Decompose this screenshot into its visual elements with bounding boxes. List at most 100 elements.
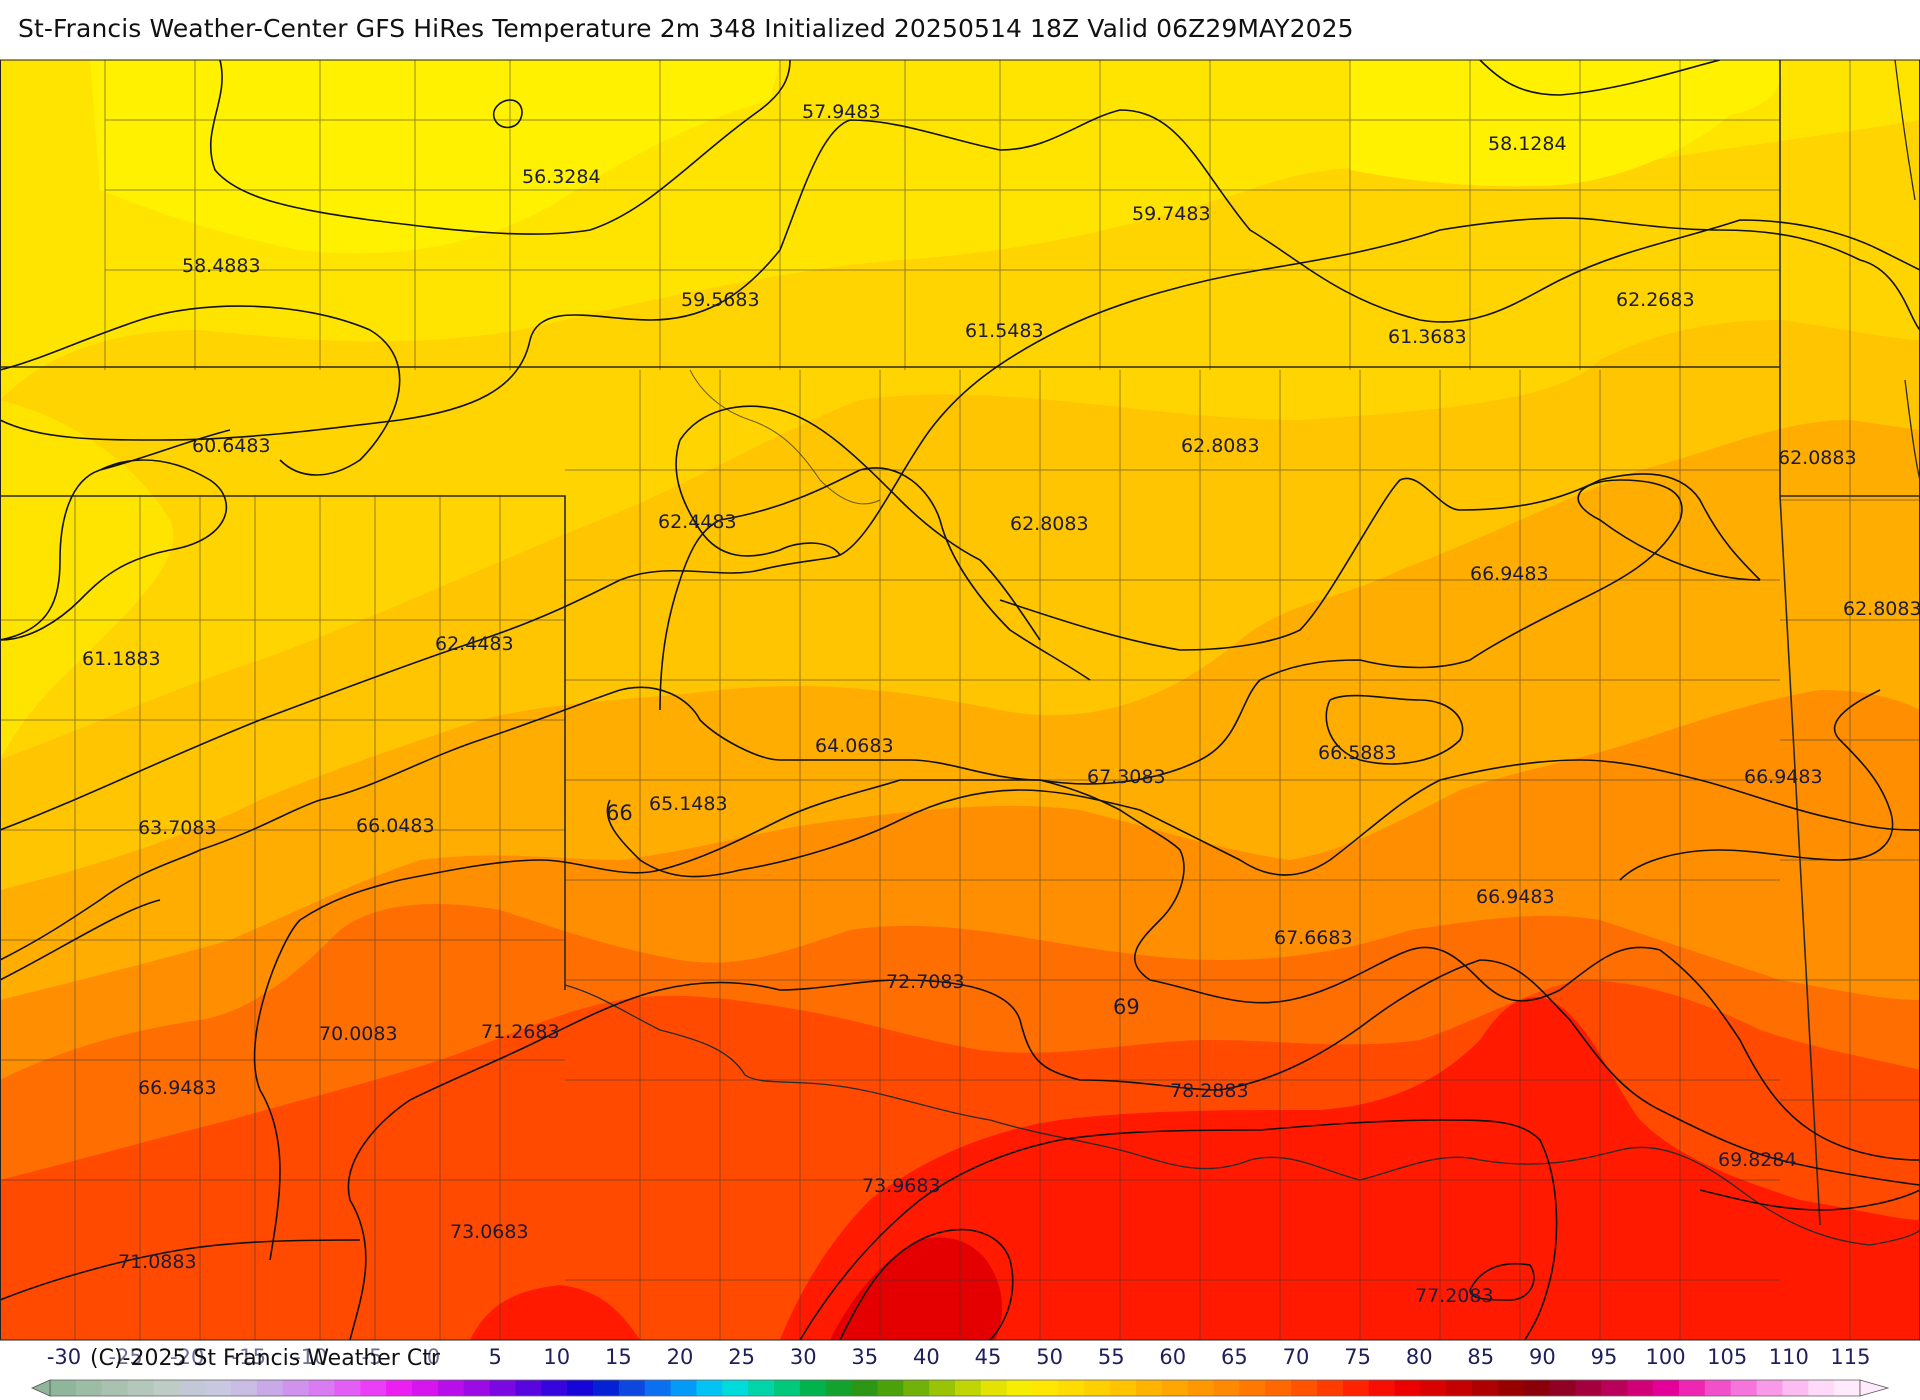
legend-swatch bbox=[489, 1380, 517, 1396]
fill-yellow-light-ne bbox=[1350, 60, 1782, 187]
contour-72 bbox=[347, 959, 1920, 1340]
contour-label: 65.1483 bbox=[649, 793, 728, 815]
legend-swatch bbox=[1575, 1380, 1603, 1396]
legend-tick-label: 30 bbox=[790, 1345, 817, 1369]
contour-66 bbox=[606, 759, 1920, 878]
legend-swatch bbox=[1032, 1380, 1060, 1396]
contour-label: 69 bbox=[1113, 995, 1140, 1019]
contour-66-loop bbox=[0, 694, 1464, 981]
legend-swatch bbox=[1213, 1380, 1241, 1396]
contour-label: 56.3284 bbox=[522, 166, 601, 188]
legend-swatch bbox=[308, 1380, 336, 1396]
contour-62-a bbox=[679, 405, 1041, 641]
contour-label: 77.2083 bbox=[1415, 1285, 1494, 1307]
contour-78 bbox=[839, 1228, 1014, 1340]
legend-swatch bbox=[1627, 1380, 1654, 1396]
contour-70-sw bbox=[0, 1239, 361, 1301]
contour-label: 66.9483 bbox=[1744, 766, 1823, 788]
contour-69 bbox=[253, 779, 1920, 1261]
contour-label: 67.3083 bbox=[1087, 766, 1166, 788]
contour-label: 63.7083 bbox=[138, 817, 217, 839]
legend-tick-label: 10 bbox=[543, 1345, 570, 1369]
contour-label: 66.9483 bbox=[138, 1077, 217, 1099]
legend-swatch bbox=[1291, 1380, 1318, 1396]
legend-swatch bbox=[437, 1380, 465, 1396]
legend-swatch bbox=[644, 1380, 672, 1396]
legend-tick-label: 45 bbox=[975, 1345, 1002, 1369]
legend-tick-label: 115 bbox=[1830, 1345, 1870, 1369]
legend-tick-label: 65 bbox=[1221, 1345, 1248, 1369]
legend-swatch bbox=[1523, 1380, 1551, 1396]
county-lines-center-v bbox=[639, 370, 1681, 1340]
legend-tick-label: 0 bbox=[427, 1345, 440, 1369]
fill-deep-red bbox=[830, 1237, 1003, 1340]
legend-swatch bbox=[1265, 1380, 1292, 1396]
contour-label: 57.9483 bbox=[802, 101, 881, 123]
contour-label: 62.0883 bbox=[1778, 447, 1857, 469]
legend-tick-label: 15 bbox=[605, 1345, 632, 1369]
contour-label: 60.6483 bbox=[192, 435, 271, 457]
legend-swatch bbox=[903, 1380, 930, 1396]
legend-swatch bbox=[567, 1380, 594, 1396]
legend-tick-label: 5 bbox=[489, 1345, 502, 1369]
legend-swatch bbox=[412, 1380, 439, 1396]
legend-swatch bbox=[955, 1380, 982, 1396]
fill-red bbox=[780, 997, 1920, 1340]
contour-label: 62.8083 bbox=[1843, 598, 1920, 620]
legend-swatch bbox=[463, 1380, 491, 1396]
legend-swatch bbox=[1498, 1380, 1525, 1396]
contour-label: 61.3683 bbox=[1388, 326, 1467, 348]
legend-arrow-right bbox=[1859, 1379, 1890, 1397]
legend-tick-label: 40 bbox=[913, 1345, 940, 1369]
legend-swatch bbox=[386, 1380, 413, 1396]
county-lines-west-v bbox=[74, 495, 501, 1340]
legend-swatch bbox=[1006, 1380, 1034, 1396]
contour-75 bbox=[799, 1119, 1558, 1340]
contour-75-loop bbox=[1469, 1263, 1535, 1301]
contour-label: 64.0683 bbox=[815, 735, 894, 757]
legend-tick-label: -5 bbox=[362, 1345, 383, 1369]
legend-swatch bbox=[1187, 1380, 1215, 1396]
legend-swatch bbox=[153, 1380, 180, 1396]
legend-swatch bbox=[231, 1380, 258, 1396]
legend-swatch bbox=[1136, 1380, 1163, 1396]
river-east bbox=[1894, 60, 1920, 481]
contour-67 bbox=[1619, 689, 1894, 881]
legend-tick-label: 90 bbox=[1529, 1345, 1556, 1369]
legend-swatch bbox=[101, 1380, 129, 1396]
contour-label: 62.8083 bbox=[1010, 513, 1089, 535]
legend-arrow-left bbox=[31, 1379, 51, 1397]
legend-tick-label: -30 bbox=[47, 1345, 81, 1369]
legend-tick-label: -25 bbox=[108, 1345, 142, 1369]
legend-tick-label: -20 bbox=[170, 1345, 204, 1369]
contour-label: 61.5483 bbox=[965, 320, 1044, 342]
legend-swatch bbox=[799, 1380, 827, 1396]
legend-tick-label: 35 bbox=[851, 1345, 878, 1369]
legend-swatch bbox=[1368, 1380, 1396, 1396]
legend-colorbar bbox=[49, 1379, 1861, 1397]
contour-70-se bbox=[1699, 1189, 1920, 1211]
temperature-legend: -30 -25 -20 -15 -10 -5 0 5 10 15 20 25 30 35 40 45 50 55 6… bbox=[31, 1345, 1890, 1397]
legend-tick-label: 75 bbox=[1344, 1345, 1371, 1369]
fill-yellow-light bbox=[90, 60, 780, 254]
contour-label: 73.9683 bbox=[862, 1175, 941, 1197]
legend-swatch bbox=[1420, 1380, 1447, 1396]
contour-label: 59.5683 bbox=[681, 289, 760, 311]
legend-swatch bbox=[877, 1380, 904, 1396]
legend-tick-labels: -30 -25 -20 -15 -10 -5 0 5 10 15 20 25 30 35 40 45 50 55 6… bbox=[47, 1345, 1871, 1369]
legend-swatch bbox=[774, 1380, 801, 1396]
legend-swatch bbox=[1446, 1380, 1473, 1396]
legend-swatch bbox=[851, 1380, 879, 1396]
legend-tick-label: 95 bbox=[1591, 1345, 1618, 1369]
contour-label: 71.2683 bbox=[481, 1021, 560, 1043]
legend-swatch bbox=[1601, 1380, 1628, 1396]
legend-tick-label: 110 bbox=[1769, 1345, 1809, 1369]
legend-tick-label: -10 bbox=[293, 1345, 327, 1369]
legend-swatch bbox=[825, 1380, 853, 1396]
state-line-ok-panhandle bbox=[0, 495, 566, 990]
river-north bbox=[689, 369, 881, 505]
contour-label: 67.6683 bbox=[1274, 927, 1353, 949]
legend-swatch bbox=[696, 1380, 723, 1396]
legend-swatch bbox=[256, 1380, 284, 1396]
